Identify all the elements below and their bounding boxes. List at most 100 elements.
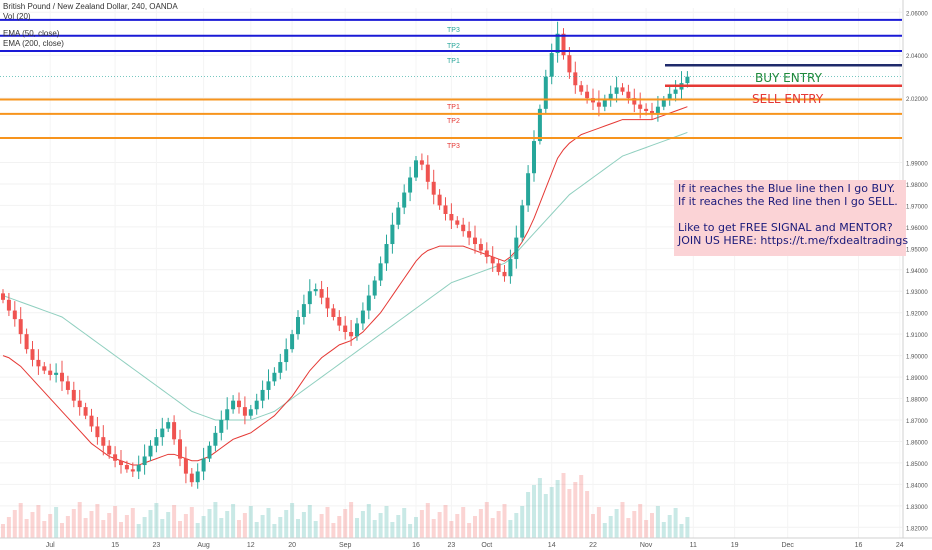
volume-bar bbox=[632, 511, 637, 538]
candle-body bbox=[549, 53, 554, 77]
volume-bar bbox=[355, 518, 359, 538]
candle-body bbox=[608, 93, 613, 101]
volume-bar bbox=[372, 520, 377, 538]
chart-grid bbox=[0, 8, 902, 538]
time-axis: Jul 15 23 Aug 12 20 Sep 16 23 Oct 14 22 Nov 11 19 Dec 16… bbox=[0, 537, 932, 549]
time-tick-label: 16 bbox=[855, 542, 863, 549]
volume-bar bbox=[36, 505, 41, 538]
time-tick-label: 24 bbox=[896, 542, 904, 549]
candle-body bbox=[396, 207, 401, 225]
candle-body bbox=[248, 409, 253, 416]
volume-bar bbox=[396, 515, 401, 538]
candle-body bbox=[30, 349, 35, 360]
volume-bar bbox=[555, 480, 560, 538]
candle-body bbox=[254, 400, 259, 410]
candle-body bbox=[307, 291, 312, 305]
candle-body bbox=[231, 400, 236, 410]
ema200-indicator-label[interactable]: EMA (200, close) bbox=[3, 39, 64, 48]
volume-bar bbox=[136, 524, 141, 538]
buy-tp2-label: TP2 bbox=[447, 43, 460, 50]
candle-body bbox=[42, 366, 47, 371]
candle-body bbox=[685, 76, 690, 84]
volume-bar bbox=[384, 506, 389, 538]
volume-bar bbox=[567, 489, 572, 538]
price-tick-label: 1.82000 bbox=[906, 526, 928, 532]
volume-bar bbox=[360, 511, 365, 538]
volume-bar bbox=[608, 516, 613, 538]
time-tick-label: 23 bbox=[448, 542, 456, 549]
price-tick-label: 1.96000 bbox=[906, 226, 928, 232]
ema50-indicator-label[interactable]: EMA (50, close) bbox=[3, 29, 60, 38]
candle-body bbox=[107, 445, 112, 455]
volume-bar bbox=[54, 507, 59, 538]
sell-entry-label: SELL ENTRY bbox=[752, 92, 824, 106]
volume-bar bbox=[520, 506, 525, 538]
volume-bar bbox=[661, 522, 666, 538]
volume-bar bbox=[225, 511, 230, 538]
candle-body bbox=[290, 334, 295, 350]
volume-bar bbox=[278, 517, 283, 538]
volume-bar bbox=[148, 510, 153, 538]
note-line: If it reaches the Red line then I go SEL… bbox=[678, 195, 898, 208]
candle-body bbox=[455, 220, 460, 225]
volume-bar bbox=[24, 519, 29, 538]
candle-body bbox=[473, 237, 477, 245]
volume-bar bbox=[414, 517, 418, 538]
volume-bar bbox=[644, 520, 649, 538]
candle-body bbox=[272, 372, 277, 382]
volume-bar bbox=[561, 473, 566, 538]
price-tick-label: 2.02000 bbox=[906, 97, 928, 103]
volume-bar bbox=[296, 519, 300, 538]
candle-body bbox=[667, 93, 672, 101]
candle-body bbox=[6, 299, 11, 311]
candle-body bbox=[461, 224, 466, 232]
time-tick-label: Dec bbox=[781, 542, 794, 549]
candle-body bbox=[301, 304, 306, 317]
candle-body bbox=[83, 407, 88, 416]
volume-bar bbox=[626, 518, 631, 538]
candle-body bbox=[543, 76, 548, 109]
volume-bar bbox=[478, 509, 483, 538]
candle-body bbox=[443, 205, 448, 214]
sell-tp2-label: TP2 bbox=[447, 118, 460, 125]
candle-body bbox=[431, 181, 436, 195]
candle-body bbox=[178, 439, 182, 459]
candle-body bbox=[36, 359, 41, 367]
volume-bar bbox=[71, 509, 76, 538]
volume-bar bbox=[319, 514, 324, 538]
volume-bar bbox=[101, 520, 106, 538]
volume-bar bbox=[207, 509, 212, 538]
candle-body bbox=[142, 456, 147, 466]
candle-body bbox=[60, 372, 64, 382]
volume-bar bbox=[272, 524, 277, 538]
volume-bar bbox=[343, 509, 348, 538]
sell-tp1-label: TP1 bbox=[447, 104, 460, 111]
candle-body bbox=[378, 263, 383, 281]
volume-bars bbox=[1, 473, 690, 538]
volume-bar bbox=[95, 504, 100, 538]
volume-bar bbox=[242, 513, 247, 538]
candle-body bbox=[632, 98, 637, 105]
volume-bar bbox=[437, 512, 442, 538]
price-tick-label: 1.89000 bbox=[906, 376, 928, 382]
volume-bar bbox=[431, 519, 436, 538]
price-tick-label: 1.85000 bbox=[906, 462, 928, 468]
time-tick-label: Nov bbox=[640, 542, 653, 549]
note-line: If it reaches the Blue line then I go BU… bbox=[678, 182, 896, 195]
volume-bar bbox=[543, 494, 548, 538]
volume-bar bbox=[183, 514, 188, 538]
candle-body bbox=[343, 325, 348, 333]
vol-indicator-label[interactable]: Vol (20) bbox=[3, 12, 31, 21]
note-line: Like to get FREE SIGNAL and MENTOR? bbox=[678, 221, 893, 234]
volume-bar bbox=[467, 523, 472, 538]
candle-body bbox=[414, 160, 418, 178]
note-line: JOIN US HERE: https://t.me/fxdealtrading… bbox=[678, 234, 909, 247]
candle-body bbox=[561, 33, 566, 56]
candle-body bbox=[48, 370, 53, 375]
candle-body bbox=[201, 458, 206, 472]
volume-bar bbox=[219, 518, 224, 538]
candle-body bbox=[183, 458, 188, 474]
candle-body bbox=[124, 465, 129, 470]
candle-body bbox=[484, 250, 489, 257]
